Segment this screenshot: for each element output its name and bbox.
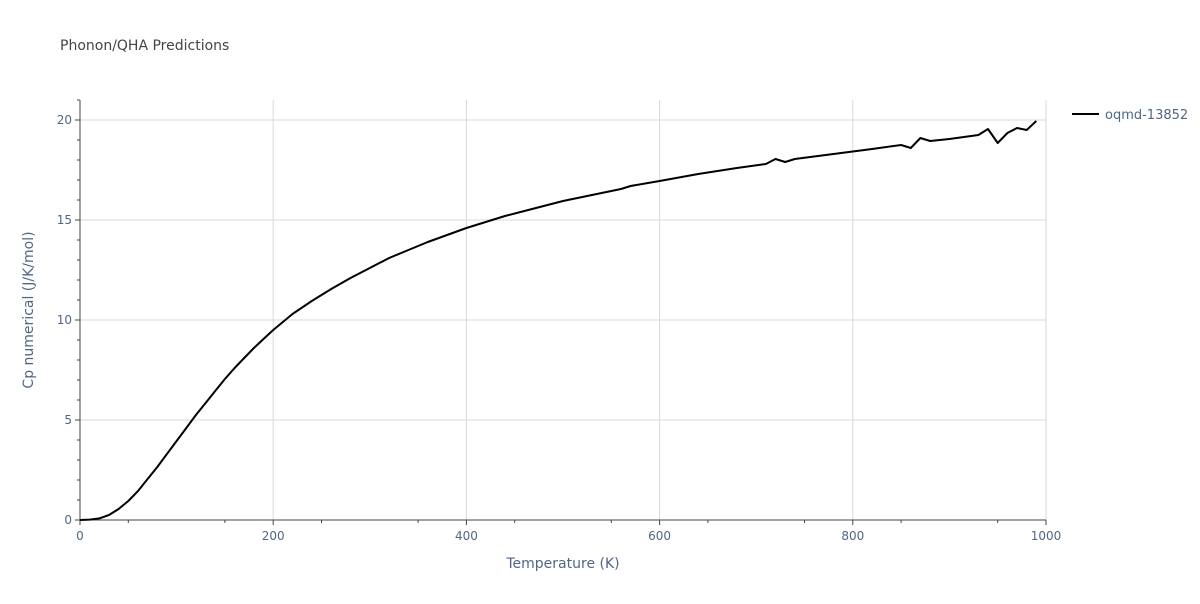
- y-tick-label: 0: [64, 513, 72, 527]
- series-line: [79, 120, 1037, 521]
- legend[interactable]: oqmd-13852: [1072, 108, 1188, 123]
- legend-label: oqmd-13852: [1105, 108, 1188, 123]
- x-axis-title: Temperature (K): [505, 556, 619, 572]
- x-tick-label: 600: [648, 529, 671, 543]
- x-tick-label: 1000: [1031, 529, 1062, 543]
- y-axis-title: Cp numerical (J/K/mol): [21, 231, 37, 388]
- y-tick-label: 20: [57, 113, 72, 127]
- x-tick-label: 200: [262, 529, 285, 543]
- chart-title: Phonon/QHA Predictions: [60, 38, 229, 54]
- x-tick-label: 800: [841, 529, 864, 543]
- y-tick-label: 10: [57, 313, 72, 327]
- series-layer: [79, 120, 1037, 521]
- grid: [80, 100, 1047, 520]
- y-tick-label: 15: [57, 213, 72, 227]
- x-tick-label: 0: [76, 529, 84, 543]
- axes: 0 200 400 600 800 1000 0 5 10 15 20: [57, 99, 1062, 543]
- x-tick-label: 400: [455, 529, 478, 543]
- y-tick-label: 5: [64, 413, 72, 427]
